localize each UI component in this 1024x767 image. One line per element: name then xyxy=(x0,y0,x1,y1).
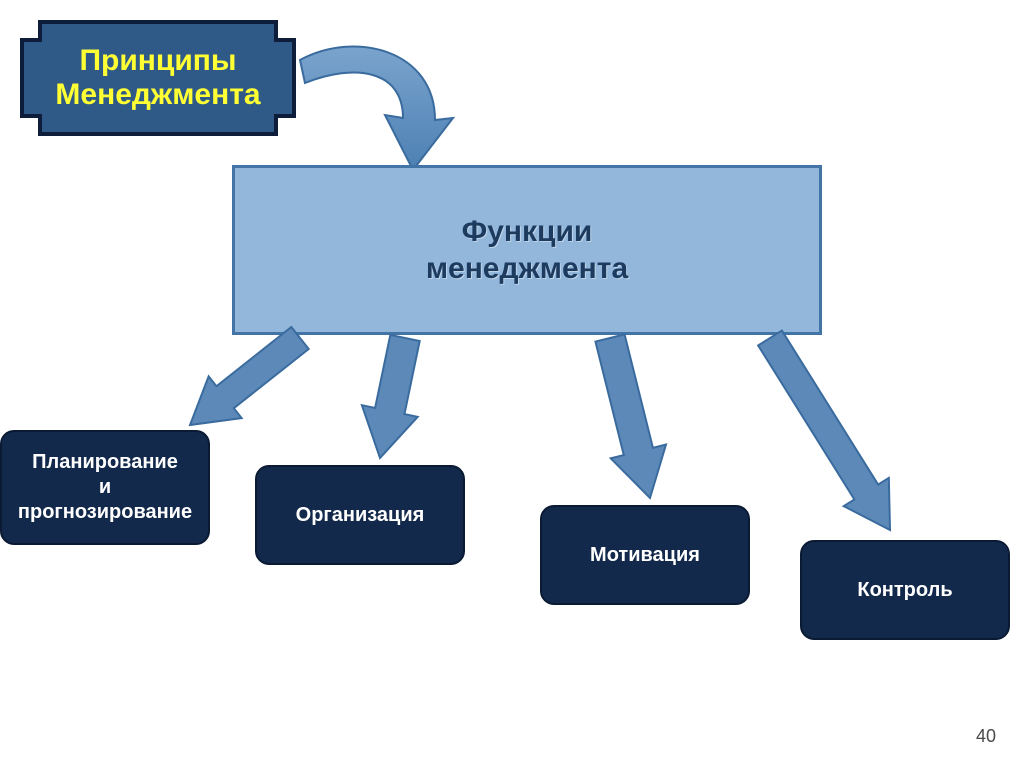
leaf-box-3: Контроль xyxy=(800,540,1010,640)
principles-line2: Менеджмента xyxy=(55,78,260,111)
down-arrow-icon-1 xyxy=(352,332,433,464)
page-number: 40 xyxy=(976,726,996,747)
principles-title-text: Принципы Менеджмента xyxy=(55,44,260,113)
down-arrow-icon-3 xyxy=(747,324,912,544)
leaf-box-0: Планирование и прогнозирование xyxy=(0,430,210,545)
principles-title-box: Принципы Менеджмента xyxy=(18,18,298,138)
diagram-stage: Принципы Менеджмента Функции менеджмента… xyxy=(0,0,1024,767)
leaf-box-1: Организация xyxy=(255,465,465,565)
down-arrow-icon-2 xyxy=(582,331,677,505)
down-arrow-icon-0 xyxy=(173,317,316,446)
principles-line1: Принципы xyxy=(79,44,236,77)
leaf-box-2: Мотивация xyxy=(540,505,750,605)
